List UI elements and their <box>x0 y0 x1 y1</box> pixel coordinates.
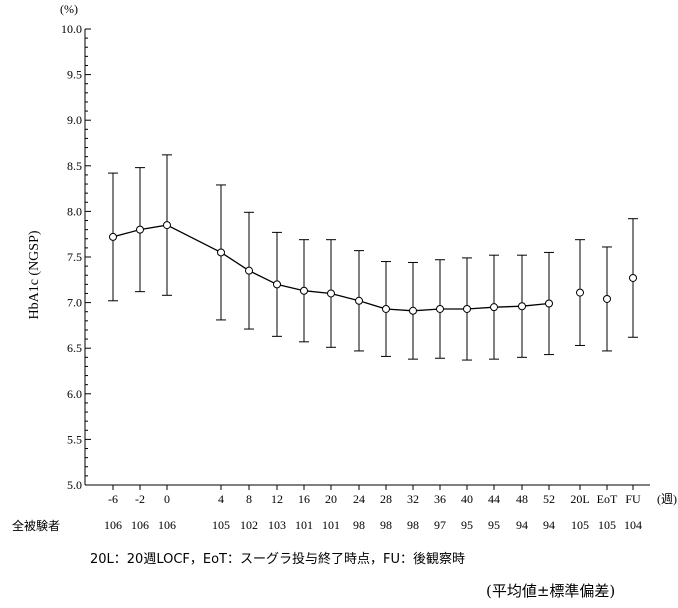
x-tick-label: 32 <box>407 492 419 506</box>
n-value: 94 <box>516 518 528 532</box>
n-value: 97 <box>434 518 446 532</box>
data-point <box>576 288 584 297</box>
n-value: 106 <box>131 518 149 532</box>
x-tick-label: EoT <box>597 492 618 506</box>
x-tick-label: 52 <box>543 492 555 506</box>
data-point <box>109 232 117 241</box>
n-value: 98 <box>407 518 419 532</box>
y-tick-label: 5.5 <box>67 432 82 446</box>
n-value: 95 <box>488 518 500 532</box>
y-tick-label: 6.0 <box>67 387 82 401</box>
n-value: 98 <box>380 518 392 532</box>
series-line <box>112 224 550 312</box>
data-point <box>436 304 444 313</box>
x-tick-label: 36 <box>434 492 446 506</box>
data-point <box>136 225 144 234</box>
x-tick-label: 28 <box>380 492 392 506</box>
x-unit-label: (週) <box>657 492 677 506</box>
y-tick-label: 8.0 <box>67 204 82 218</box>
n-value: 106 <box>104 518 122 532</box>
x-tick-label: 4 <box>218 492 224 506</box>
n-value: 101 <box>295 518 313 532</box>
n-value: 103 <box>268 518 286 532</box>
n-value: 105 <box>212 518 230 532</box>
n-value: 105 <box>571 518 589 532</box>
footnote-statistic: (平均値±標準偏差) <box>486 582 616 600</box>
n-value: 102 <box>240 518 258 532</box>
footnote-abbreviations: 20L：20週LOCF，EoT：スーグラ投与終了時点，FU：後観察時 <box>90 552 465 567</box>
x-tick-label: 20 <box>325 492 337 506</box>
x-tick-label: 12 <box>271 492 283 506</box>
n-value: 95 <box>461 518 473 532</box>
data-point <box>545 299 553 308</box>
n-row-label: 全被験者 <box>12 519 61 533</box>
x-tick-label: -2 <box>135 492 145 506</box>
data-point <box>518 302 526 311</box>
x-tick-label: FU <box>625 492 641 506</box>
y-tick-label: 7.5 <box>67 250 82 264</box>
x-tick-label: 48 <box>516 492 528 506</box>
n-value: 106 <box>158 518 176 532</box>
series-line-layer <box>112 224 550 312</box>
x-axis: -6 -2 0 4 8 12 16 20 24 28 32 36 40 44 48 52 20L EoT FU <box>85 484 650 506</box>
x-tick-label: 24 <box>353 492 365 506</box>
y-tick-label: 10.0 <box>61 22 82 36</box>
n-value: 104 <box>624 518 642 532</box>
data-point <box>463 304 471 313</box>
x-tick-label: 8 <box>246 492 252 506</box>
x-tick-label: 40 <box>461 492 473 506</box>
y-tick-label: 5.0 <box>67 478 82 492</box>
data-point <box>327 289 335 298</box>
data-point <box>273 280 281 289</box>
error-bars <box>108 154 638 361</box>
y-tick-label: 8.5 <box>67 159 82 173</box>
x-tick-label: 20L <box>570 492 589 506</box>
n-value: 98 <box>353 518 365 532</box>
x-tick-label: 0 <box>164 492 170 506</box>
y-tick-label: 9.5 <box>67 68 82 82</box>
data-point <box>300 286 308 295</box>
y-axis: 5.0 5.5 6.0 6.5 7.0 7.5 8.0 8.5 9.0 9.5 10.0 <box>61 22 91 492</box>
data-point <box>217 248 225 257</box>
x-tick-label: 16 <box>298 492 310 506</box>
y-unit-label: (%) <box>60 2 78 16</box>
data-point <box>355 296 363 305</box>
y-tick-label: 9.0 <box>67 113 82 127</box>
y-axis-title: HbA1c (NGSP) <box>27 230 42 319</box>
data-point <box>603 294 611 303</box>
data-point <box>163 221 171 230</box>
data-point <box>490 303 498 312</box>
data-point <box>629 273 637 282</box>
data-points <box>109 221 637 315</box>
data-point <box>382 304 390 313</box>
data-point <box>409 306 417 315</box>
n-value: 94 <box>543 518 555 532</box>
x-tick-label: 44 <box>488 492 500 506</box>
n-row: 106 106 106 105 102 103 101 101 98 98 98 97 95 95 94 94… <box>104 518 642 532</box>
y-tick-label: 7.0 <box>67 296 82 310</box>
n-value: 101 <box>322 518 340 532</box>
data-point <box>245 266 253 275</box>
n-value: 105 <box>598 518 616 532</box>
x-tick-label: -6 <box>108 492 118 506</box>
y-tick-label: 6.5 <box>67 341 82 355</box>
